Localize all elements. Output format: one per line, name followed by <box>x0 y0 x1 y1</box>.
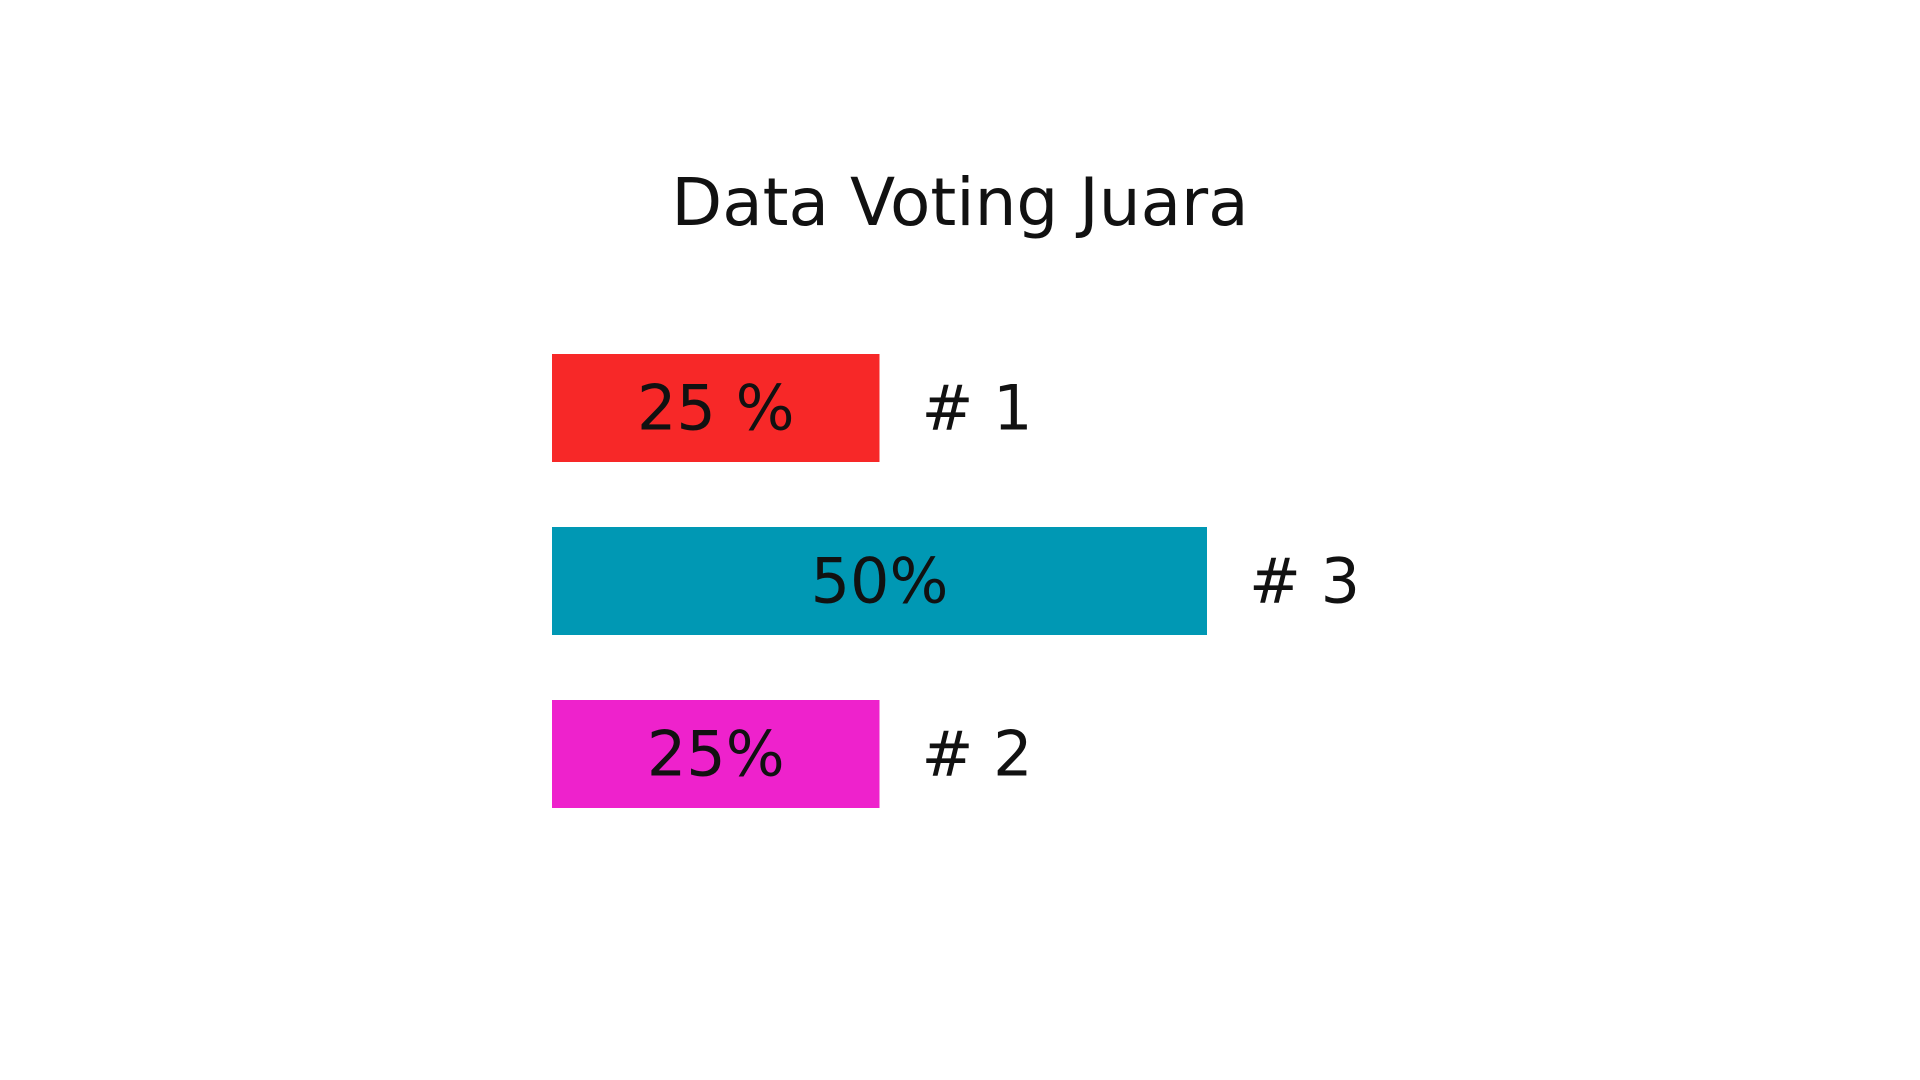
bar-rank-label-2: # 3 <box>1249 545 1360 618</box>
chart-title: Data Voting Juara <box>671 164 1249 241</box>
bar-group-2: 50% # 3 <box>552 527 1360 635</box>
bar-group-1: 25 % # 1 <box>552 354 1033 462</box>
bar-group-3: 25% # 2 <box>552 700 1033 808</box>
bar-value-label-1: 25 % <box>637 372 795 445</box>
bar-2 <box>552 527 1207 635</box>
bar-1 <box>552 354 880 462</box>
bar-3 <box>552 700 880 808</box>
bar-value-label-2: 50% <box>811 545 949 618</box>
bar-value-label-3: 25% <box>647 718 785 791</box>
bar-rank-label-1: # 1 <box>922 372 1033 445</box>
bar-rank-label-3: # 2 <box>922 718 1033 791</box>
